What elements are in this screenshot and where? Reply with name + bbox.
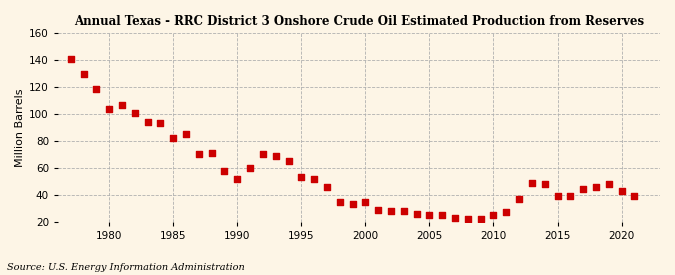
Point <box>501 210 512 214</box>
Point <box>78 72 89 76</box>
Point <box>91 86 102 91</box>
Point <box>526 180 537 185</box>
Point <box>603 182 614 186</box>
Point <box>514 197 524 201</box>
Point <box>270 153 281 158</box>
Point <box>424 213 435 217</box>
Point <box>117 103 128 107</box>
Point <box>232 177 243 181</box>
Point <box>373 207 383 212</box>
Point <box>104 106 115 111</box>
Title: Annual Texas - RRC District 3 Onshore Crude Oil Estimated Production from Reserv: Annual Texas - RRC District 3 Onshore Cr… <box>74 15 644 28</box>
Point <box>219 168 230 173</box>
Point <box>194 152 205 157</box>
Point <box>142 120 153 124</box>
Point <box>616 189 627 193</box>
Y-axis label: Million Barrels: Million Barrels <box>15 88 25 167</box>
Point <box>296 175 306 180</box>
Point <box>385 209 396 213</box>
Point <box>360 199 371 204</box>
Point <box>130 111 140 115</box>
Point <box>565 194 576 198</box>
Point <box>578 187 589 192</box>
Point <box>462 217 473 221</box>
Point <box>308 177 319 181</box>
Point <box>347 202 358 207</box>
Point <box>168 136 179 141</box>
Text: Source: U.S. Energy Information Administration: Source: U.S. Energy Information Administ… <box>7 263 244 272</box>
Point <box>411 211 422 216</box>
Point <box>398 209 409 213</box>
Point <box>539 182 550 186</box>
Point <box>591 185 601 189</box>
Point <box>65 57 76 61</box>
Point <box>155 121 166 126</box>
Point <box>552 194 563 198</box>
Point <box>475 217 486 221</box>
Point <box>629 194 640 198</box>
Point <box>437 213 448 217</box>
Point <box>450 216 460 220</box>
Point <box>181 132 192 136</box>
Point <box>257 152 268 157</box>
Point <box>207 151 217 155</box>
Point <box>245 166 256 170</box>
Point <box>334 199 345 204</box>
Point <box>488 213 499 217</box>
Point <box>283 159 294 163</box>
Point <box>321 185 332 189</box>
